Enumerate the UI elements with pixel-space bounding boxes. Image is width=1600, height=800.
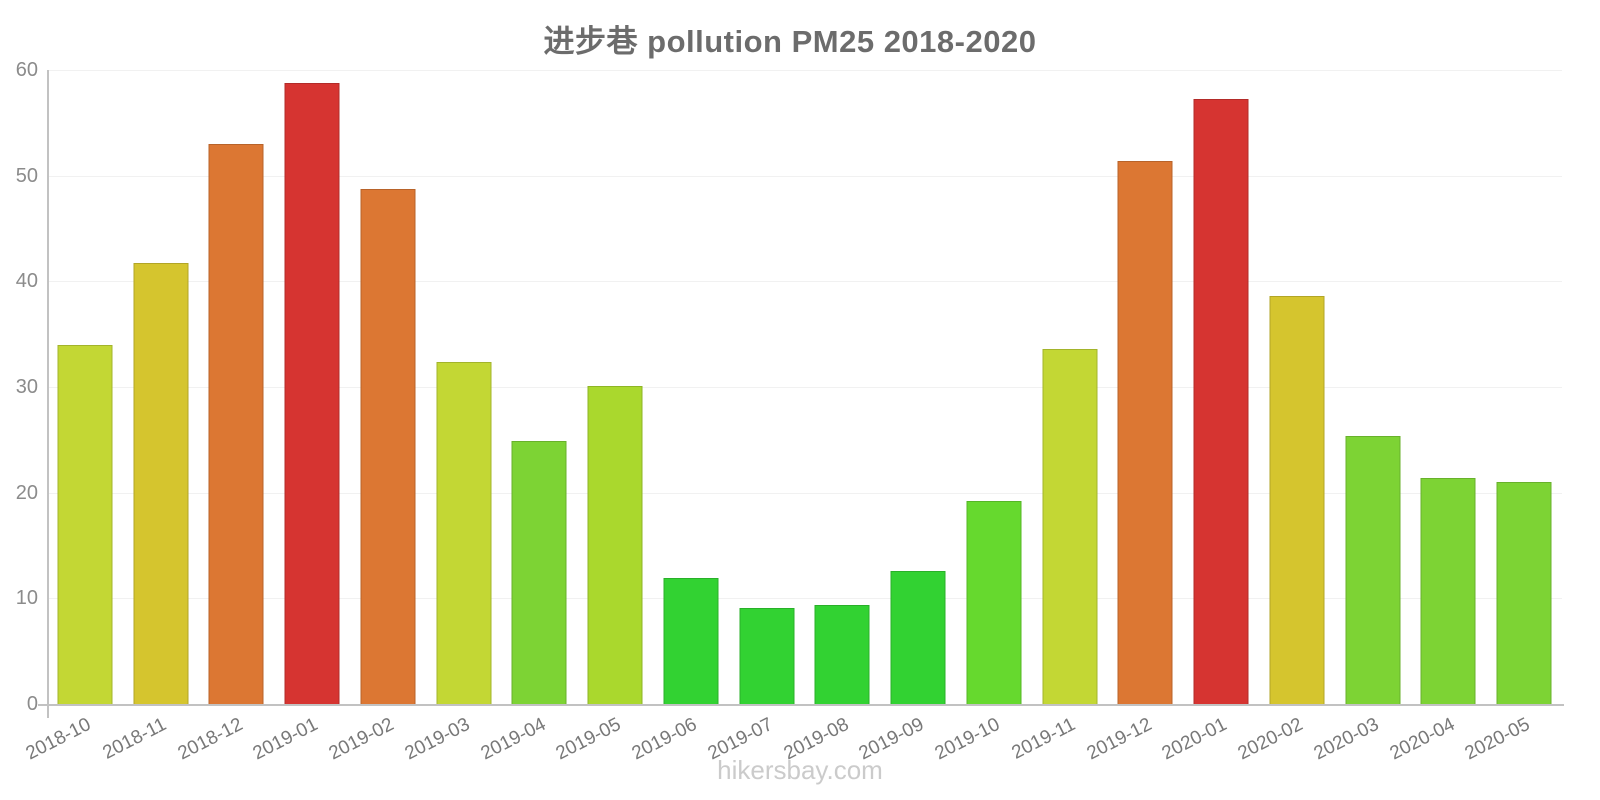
bar-slot: 2020-03 [1310,70,1411,764]
bar[interactable] [1496,482,1552,704]
gridline [49,175,1562,177]
y-axis-tick-label: 60 [15,59,38,81]
bar-slot: 2019-11 [1009,70,1108,764]
bar-slot: 2019-06 [629,70,729,764]
bar[interactable] [57,344,113,704]
bar-slot: 2019-12 [1083,70,1184,764]
bar-slot: 2019-05 [553,70,653,764]
bar[interactable] [1269,296,1325,704]
bar-slot: 2018-11 [100,70,199,764]
chart-title: 进步巷 pollution PM25 2018-2020 [543,24,1037,59]
bar-slot: 2019-09 [856,70,956,764]
bar[interactable] [966,501,1022,704]
bar[interactable] [360,189,416,704]
bar[interactable] [208,143,264,704]
bar[interactable] [1193,98,1249,704]
bar[interactable] [890,570,946,704]
bar[interactable] [814,604,870,704]
bar-slot: 2020-02 [1235,70,1335,764]
bar[interactable] [1042,348,1098,704]
bar-slot: 2019-04 [477,70,578,764]
plot-area: 2018-10 2018-11 2018-12 2019-01 2019-02 2019-… [23,70,1564,764]
y-axis-tick-label: 50 [15,164,38,187]
bar-slot: 2019-10 [932,70,1032,764]
bar[interactable] [1117,160,1173,704]
x-axis-line [38,704,1564,706]
bar[interactable] [284,82,340,704]
bar-slot: 2020-05 [1462,70,1562,764]
y-axis-line [47,70,49,718]
bar-slot: 2019-08 [780,70,881,764]
y-axis-tick-label: 10 [15,587,38,610]
bar[interactable] [587,385,643,704]
bar-slot: 2018-12 [174,70,275,764]
gridline [49,387,1562,388]
y-axis-tick-label: 30 [15,376,38,398]
y-axis-tick-label: 20 [15,481,38,504]
bar[interactable] [739,607,795,704]
bar-slot: 2020-01 [1159,70,1259,764]
bar[interactable] [511,440,567,704]
bar[interactable] [436,361,492,704]
bar-slot: 2020-04 [1386,70,1487,764]
y-axis-tick-label: 0 [26,693,38,715]
bar-slot: 2019-01 [250,70,350,764]
bar[interactable] [1420,477,1476,704]
bar-slot: 2019-07 [704,70,805,764]
bar[interactable] [1345,435,1401,704]
bar-slot: 2018-10 [23,70,123,764]
watermark: hikersbay.com [717,755,883,785]
bar[interactable] [133,263,189,704]
gridline [49,70,1562,71]
y-axis-tick-label: 40 [15,270,38,293]
bar-slot: 2019-02 [326,70,426,764]
gridline [49,492,1562,494]
gridline [49,281,1562,283]
bar[interactable] [663,578,719,704]
gridline [49,598,1562,600]
bar-slot: 2019-03 [401,70,502,764]
